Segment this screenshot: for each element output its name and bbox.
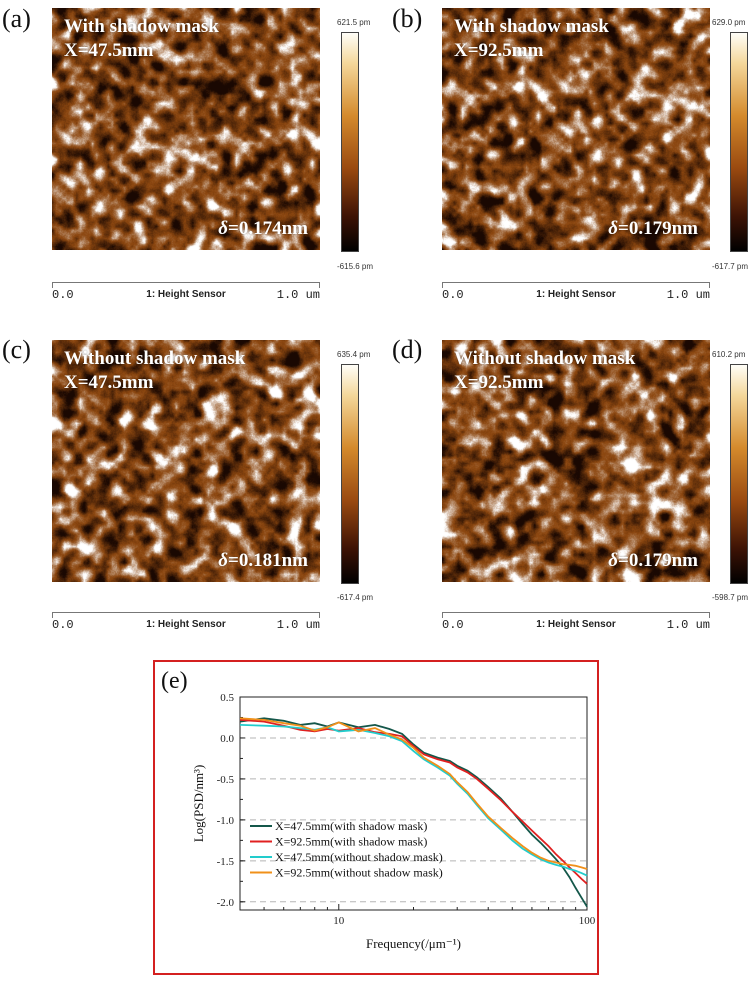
series-line	[239, 717, 588, 870]
x-axis-title: Frequency(/μm⁻¹)	[366, 936, 461, 951]
delta-symbol: δ	[608, 550, 619, 571]
color-scale-bar	[730, 364, 748, 584]
panel-title: With shadow mask	[64, 16, 219, 37]
psd-chart: (e) 0.5 0.0 -0.5 -1.0 -1.5 -2.0 10 100 Frequency(…	[161, 668, 596, 951]
scale-min: -598.7 pm	[712, 593, 749, 602]
axis-end: 1.0 um	[276, 288, 320, 302]
series-line	[239, 719, 588, 885]
y-tick-label: 0.5	[220, 692, 234, 704]
x-axis: 0.0 1: Height Sensor 1.0 um	[52, 612, 320, 632]
roughness-value: =0.174nm	[228, 218, 308, 239]
panel-position: X=92.5mm	[454, 40, 544, 61]
scale-min: -617.7 pm	[712, 262, 749, 271]
roughness-value: =0.181nm	[228, 550, 308, 571]
panel-position: X=92.5mm	[454, 372, 544, 393]
panel-position: X=47.5mm	[64, 372, 154, 393]
panel-position: X=47.5mm	[64, 40, 154, 61]
color-scale-bar	[730, 32, 748, 252]
axis-title: 1: Height Sensor	[146, 289, 226, 300]
panel-label: (e)	[161, 668, 188, 694]
afm-height-map: With shadow mask X=47.5mm δ=0.174nm	[52, 8, 320, 250]
panel-label: (c)	[2, 335, 31, 364]
legend-label: X=92.5mm(with shadow mask)	[275, 835, 427, 849]
y-axis-title: Log(PSD/nm³)	[191, 765, 206, 843]
x-axis: 0.0 1: Height Sensor 1.0 um	[442, 282, 710, 302]
y-tick-label: 0.0	[220, 733, 234, 745]
axis-end: 1.0 um	[276, 618, 320, 632]
legend-label: X=47.5mm(without shadow mask)	[275, 850, 443, 864]
axis-start: 0.0	[442, 618, 464, 632]
axis-title: 1: Height Sensor	[536, 619, 616, 630]
roughness-label: δ=0.179nm	[608, 550, 698, 572]
roughness-label: δ=0.174nm	[218, 218, 308, 240]
afm-height-map: Without shadow mask X=47.5mm δ=0.181nm	[52, 340, 320, 582]
delta-symbol: δ	[218, 550, 229, 571]
delta-symbol: δ	[218, 218, 229, 239]
y-tick-label: -1.5	[217, 856, 235, 868]
panel-label: (b)	[392, 4, 423, 33]
roughness-value: =0.179nm	[618, 218, 698, 239]
axis-start: 0.0	[52, 618, 74, 632]
panel-label: (d)	[392, 335, 423, 364]
roughness-value: =0.179nm	[618, 550, 698, 571]
afm-height-map: With shadow mask X=92.5mm δ=0.179nm	[442, 8, 710, 250]
afm-texture	[442, 8, 710, 250]
panel-title: Without shadow mask	[64, 348, 246, 369]
axis-end: 1.0 um	[666, 618, 710, 632]
scale-max: 610.2 pm	[712, 350, 746, 359]
scale-max: 629.0 pm	[712, 18, 746, 27]
x-tick-label: 10	[333, 915, 345, 927]
panel-title: With shadow mask	[454, 16, 609, 37]
psd-chart-frame: (e) 0.5 0.0 -0.5 -1.0 -1.5 -2.0 10 100 Frequency(…	[153, 660, 599, 975]
color-scale-bar	[341, 32, 359, 252]
y-tick-label: -0.5	[217, 774, 235, 786]
delta-symbol: δ	[608, 218, 619, 239]
y-tick-label: -2.0	[217, 897, 235, 909]
scale-min: -617.4 pm	[337, 593, 374, 602]
panel-label: (a)	[2, 4, 31, 33]
legend-label: X=47.5mm(with shadow mask)	[275, 819, 427, 833]
axis-end: 1.0 um	[666, 288, 710, 302]
axis-title: 1: Height Sensor	[146, 619, 226, 630]
axis-start: 0.0	[52, 288, 74, 302]
afm-texture	[52, 8, 320, 250]
axis-start: 0.0	[442, 288, 464, 302]
panel-title: Without shadow mask	[454, 348, 636, 369]
y-tick-label: -1.0	[217, 815, 235, 827]
afm-height-map: Without shadow mask X=92.5mm δ=0.179nm	[442, 340, 710, 582]
scale-max: 621.5 pm	[337, 18, 371, 27]
x-axis: 0.0 1: Height Sensor 1.0 um	[442, 612, 710, 632]
roughness-label: δ=0.179nm	[608, 218, 698, 240]
scale-max: 635.4 pm	[337, 350, 371, 359]
afm-texture	[442, 340, 710, 582]
roughness-label: δ=0.181nm	[218, 550, 308, 572]
axis-title: 1: Height Sensor	[536, 289, 616, 300]
color-scale-bar	[341, 364, 359, 584]
x-axis: 0.0 1: Height Sensor 1.0 um	[52, 282, 320, 302]
legend-label: X=92.5mm(without shadow mask)	[275, 866, 443, 880]
x-tick-label: 100	[579, 915, 596, 927]
afm-texture	[52, 340, 320, 582]
scale-min: -615.6 pm	[337, 262, 374, 271]
